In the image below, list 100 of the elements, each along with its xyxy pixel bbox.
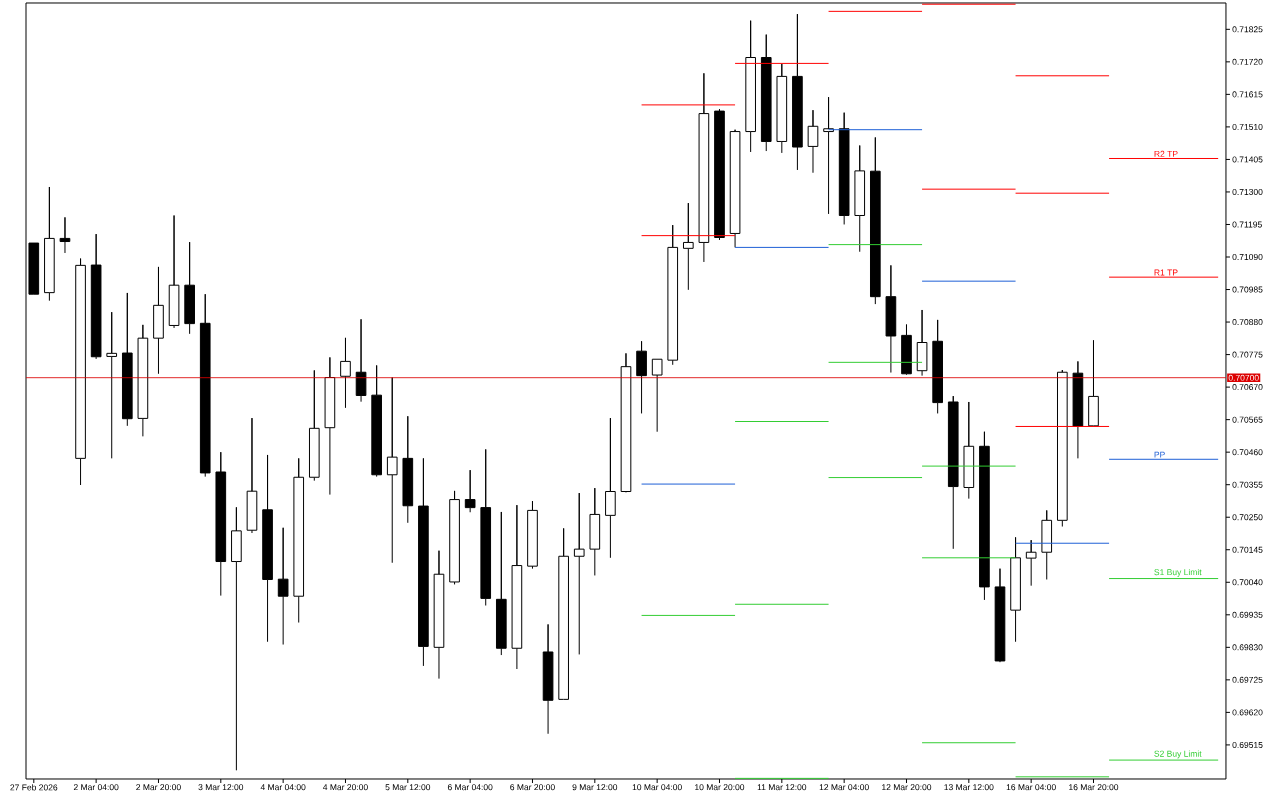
- candlestick: [558, 527, 569, 700]
- candlestick: [121, 292, 133, 427]
- candlestick: [153, 266, 164, 375]
- candlestick: [823, 96, 834, 215]
- candlestick: [340, 337, 351, 409]
- candlestick: [838, 112, 850, 225]
- y-tick-label: 0.71300: [1232, 188, 1263, 195]
- candlestick: [402, 415, 414, 524]
- candlestick: [355, 318, 367, 403]
- candlestick: [854, 144, 866, 253]
- candlestick: [199, 293, 211, 478]
- candlestick: [231, 506, 242, 771]
- candlestick: [682, 202, 694, 291]
- candlestick: [667, 224, 679, 366]
- candlestick: [308, 369, 320, 482]
- y-tick-label: 0.71405: [1232, 156, 1263, 163]
- candlestick: [776, 63, 788, 154]
- x-tick-label: 12 Mar 20:00: [882, 784, 932, 791]
- candlestick: [495, 511, 507, 656]
- candlestick: [449, 490, 460, 585]
- candlestick: [75, 258, 86, 486]
- candlestick: [605, 417, 616, 559]
- x-tick-label: 27 Feb 2026: [10, 784, 58, 791]
- y-tick-label: 0.70880: [1232, 319, 1263, 326]
- x-tick-label: 4 Mar 20:00: [322, 784, 368, 791]
- candlestick: [480, 448, 492, 607]
- candlestick: [885, 264, 897, 374]
- series-label: PP: [1154, 451, 1165, 458]
- x-tick-label: 10 Mar 20:00: [695, 784, 745, 791]
- candlestick: [760, 34, 772, 152]
- candlestick: [636, 340, 647, 414]
- candlestick: [698, 72, 710, 263]
- y-tick-label: 0.70355: [1232, 481, 1263, 488]
- y-tick-label: 0.70565: [1232, 416, 1263, 423]
- candlestick: [262, 454, 273, 643]
- candlestick: [277, 527, 289, 646]
- y-tick-label: 0.69725: [1232, 676, 1263, 683]
- candlestick: [792, 13, 803, 171]
- candlestick: [137, 324, 149, 437]
- candlestick: [573, 492, 585, 655]
- candlestick: [418, 457, 429, 667]
- candlestick: [59, 216, 71, 254]
- candlestick: [714, 108, 725, 241]
- y-tick-label: 0.69515: [1232, 741, 1263, 748]
- candlestick: [44, 186, 55, 302]
- candlestick: [433, 550, 445, 680]
- candlestick: [464, 469, 476, 513]
- candlestick: [293, 457, 305, 624]
- y-tick-label: 0.70460: [1232, 449, 1263, 456]
- candlestick: [651, 358, 663, 433]
- candlestick: [90, 233, 102, 360]
- ref-line-label: 0.70700: [1228, 374, 1259, 381]
- candlestick: [542, 623, 554, 735]
- candlestick: [371, 364, 382, 478]
- series-label: R2 TP: [1154, 150, 1178, 157]
- y-tick-label: 0.71615: [1232, 91, 1263, 98]
- candlestick: [745, 20, 756, 153]
- candlestick: [620, 352, 632, 493]
- x-tick-label: 6 Mar 20:00: [510, 784, 555, 791]
- candlestick: [1088, 339, 1099, 427]
- y-tick-label: 0.69830: [1232, 644, 1263, 651]
- candlestick: [168, 215, 180, 329]
- candlestick: [1025, 539, 1037, 587]
- candlestick: [932, 319, 943, 414]
- candlestick: [184, 241, 195, 335]
- y-tick-label: 0.70040: [1232, 579, 1263, 586]
- candlestick: [1010, 536, 1021, 643]
- x-tick-label: 10 Mar 04:00: [632, 784, 682, 791]
- candlestick: [1041, 509, 1053, 580]
- x-tick-label: 5 Mar 12:00: [385, 784, 431, 791]
- y-tick-label: 0.70145: [1232, 546, 1263, 553]
- y-tick-label: 0.70250: [1232, 514, 1263, 521]
- x-tick-label: 2 Mar 04:00: [73, 784, 119, 791]
- y-tick-label: 0.70775: [1232, 351, 1263, 358]
- x-tick-label: 4 Mar 04:00: [260, 784, 306, 791]
- x-tick-label: 11 Mar 12:00: [757, 784, 807, 791]
- y-tick-label: 0.70670: [1232, 384, 1263, 391]
- x-tick-label: 16 Mar 04:00: [1006, 784, 1056, 791]
- y-tick-label: 0.71510: [1232, 123, 1263, 130]
- series-label: S2 Buy Limit: [1154, 750, 1202, 759]
- candlestick: [901, 324, 912, 376]
- candlestick: [106, 311, 118, 459]
- candlestick: [916, 309, 928, 377]
- y-tick-label: 0.71090: [1232, 254, 1263, 261]
- candlestick: [869, 136, 881, 305]
- y-tick-label: 0.69620: [1232, 709, 1263, 716]
- y-tick-label: 0.71825: [1232, 26, 1263, 33]
- x-tick-label: 9 Mar 12:00: [572, 784, 618, 791]
- x-tick-label: 2 Mar 20:00: [136, 784, 181, 791]
- candlestick: [28, 242, 40, 295]
- candlestick: [963, 401, 975, 500]
- x-tick-label: 13 Mar 12:00: [944, 784, 994, 791]
- candlestick: [511, 504, 523, 670]
- candlestick: [215, 451, 227, 597]
- candlestick: [947, 395, 959, 550]
- candlestick: [729, 129, 741, 248]
- x-tick-label: 6 Mar 04:00: [447, 784, 493, 791]
- y-tick-label: 0.69935: [1232, 611, 1263, 618]
- x-tick-label: 3 Mar 12:00: [198, 784, 244, 791]
- candlestick: [1057, 369, 1068, 528]
